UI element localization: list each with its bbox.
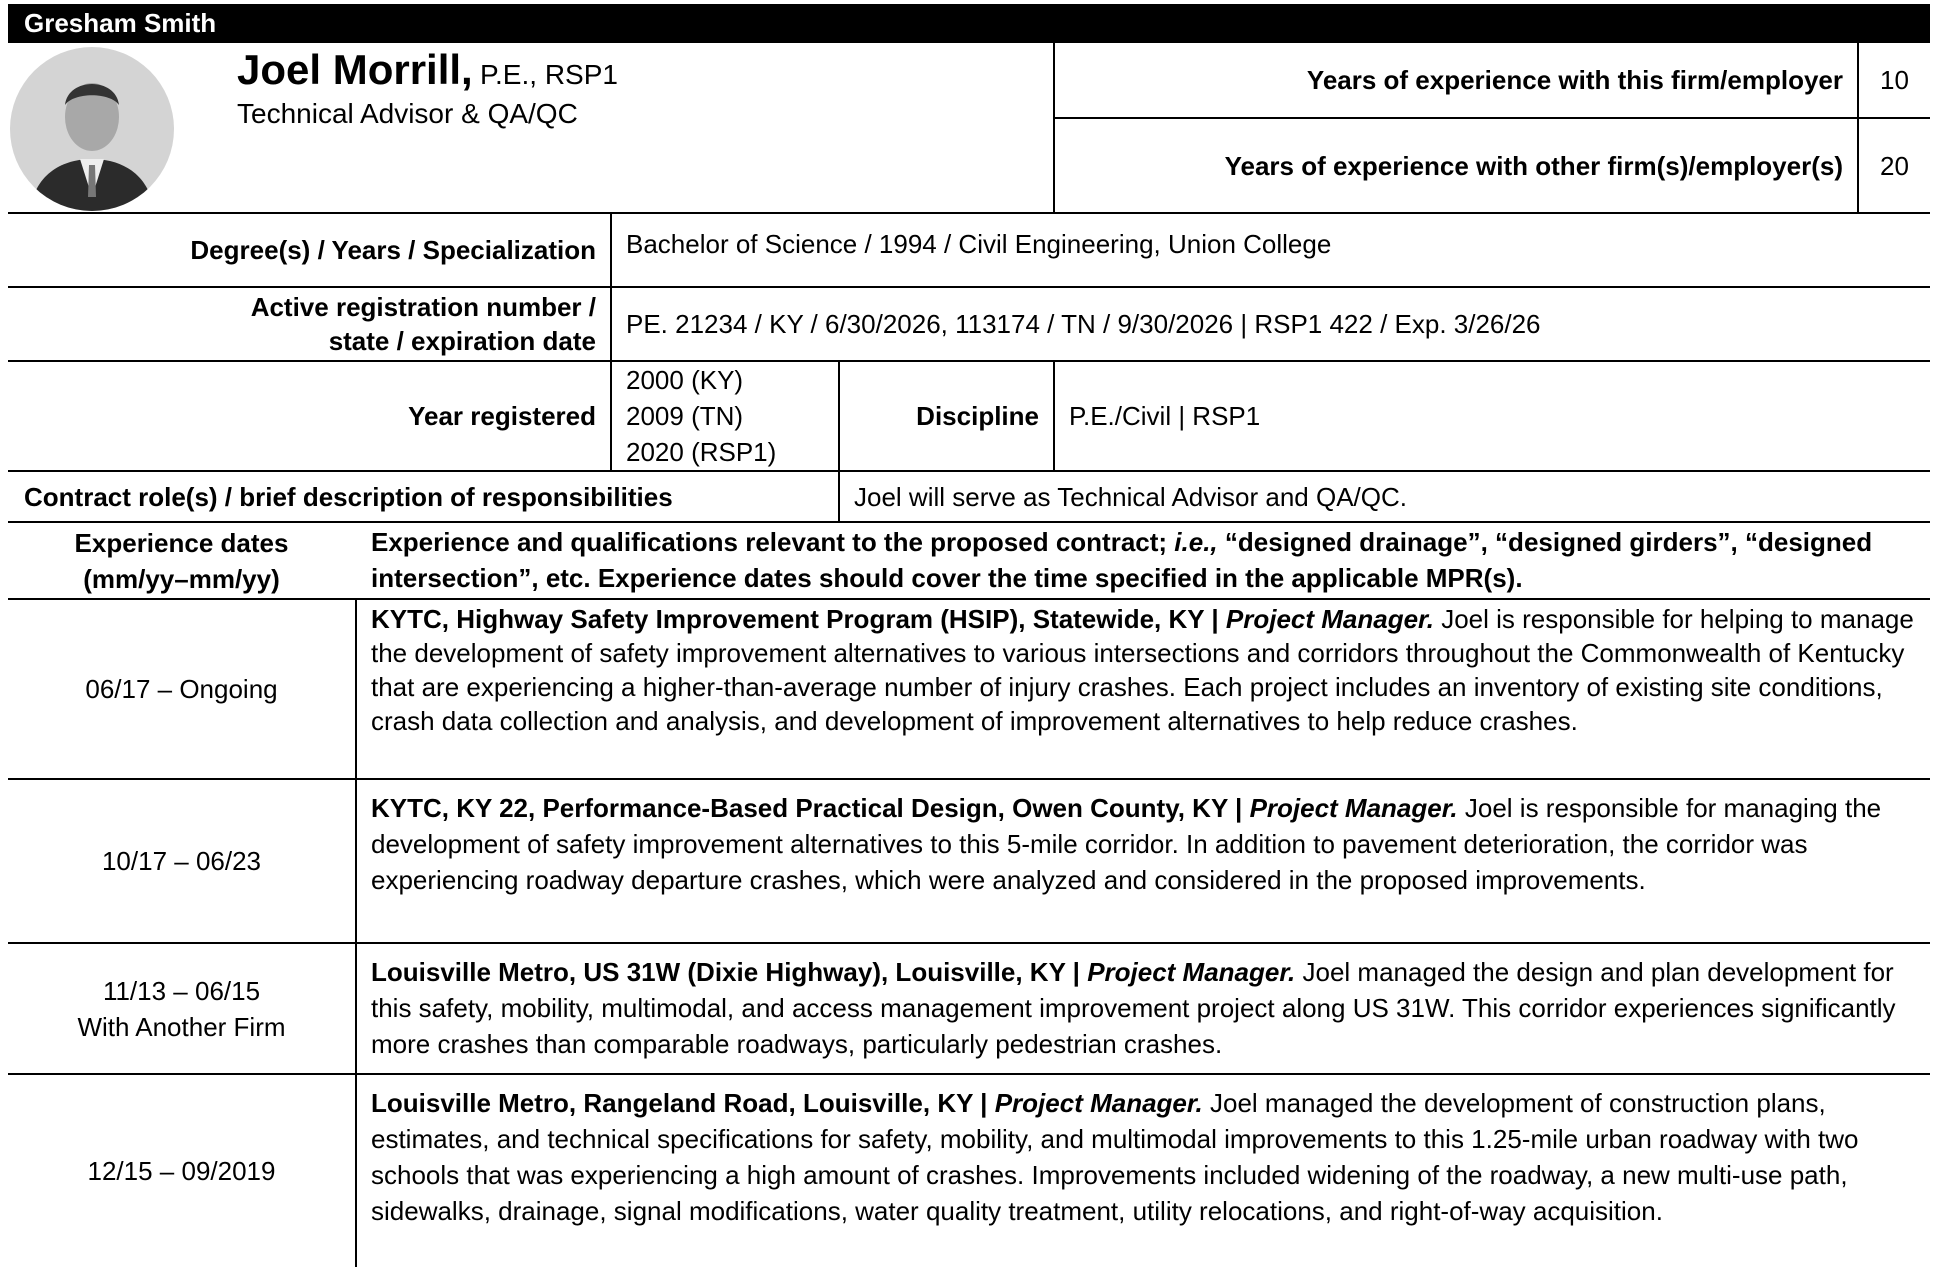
project-title: KYTC, Highway Safety Improvement Program… bbox=[371, 604, 1219, 634]
project-role: Project Manager. bbox=[1087, 957, 1296, 987]
dates-cell: 12/15 – 09/2019 bbox=[8, 1075, 355, 1267]
border bbox=[8, 778, 1930, 780]
year: 2009 (TN) bbox=[626, 401, 744, 431]
year-registered-values: 2000 (KY) 2009 (TN) 2020 (RSP1) bbox=[612, 362, 838, 470]
year: 2020 (RSP1) bbox=[626, 437, 777, 467]
border bbox=[8, 286, 1930, 288]
dates-cell: 11/13 – 06/15 With Another Firm bbox=[8, 944, 355, 1073]
project-role: Project Manager. bbox=[994, 1088, 1203, 1118]
date-line: 11/13 – 06/15 bbox=[102, 975, 261, 1006]
label-line: state / expiration date bbox=[328, 326, 596, 356]
registration-value: PE. 21234 / KY / 6/30/2026, 113174 / TN … bbox=[626, 309, 1541, 339]
years-label: Years of experience with other firm(s)/e… bbox=[1224, 151, 1843, 181]
years-label: Years of experience with this firm/emplo… bbox=[1306, 65, 1843, 95]
border bbox=[8, 521, 1930, 523]
date-line: 06/17 – Ongoing bbox=[85, 674, 278, 704]
project-description: Joel is responsible for helping to manag… bbox=[371, 604, 1914, 736]
description-cell: KYTC, KY 22, Performance-Based Practical… bbox=[357, 784, 1930, 946]
date-line: With Another Firm bbox=[77, 1011, 286, 1042]
header-text: i.e., bbox=[1174, 527, 1218, 557]
photo bbox=[10, 47, 174, 211]
contract-role-value: Joel will serve as Technical Advisor and… bbox=[854, 481, 1407, 512]
date-line: 10/17 – 06/23 bbox=[101, 846, 262, 876]
years-value: 20 bbox=[1880, 151, 1909, 181]
description-cell: KYTC, Highway Safety Improvement Program… bbox=[357, 596, 1930, 774]
border bbox=[8, 470, 1930, 472]
border bbox=[838, 361, 840, 522]
year: 2000 (KY) bbox=[626, 365, 744, 395]
border bbox=[355, 599, 357, 1267]
description-cell: Louisville Metro, Rangeland Road, Louisv… bbox=[357, 1079, 1930, 1271]
date-line: 12/15 – 09/2019 bbox=[87, 1156, 276, 1186]
description-cell: Louisville Metro, US 31W (Dixie Highway)… bbox=[357, 948, 1930, 1077]
project-description: Joel is responsible for managing the dev… bbox=[371, 793, 1882, 895]
project-title: Louisville Metro, Rangeland Road, Louisv… bbox=[371, 1088, 988, 1118]
degree-label: Degree(s) / Years / Specialization bbox=[190, 235, 596, 265]
contract-role-label: Contract role(s) / brief description of … bbox=[24, 481, 673, 512]
discipline-value: P.E./Civil | RSP1 bbox=[1069, 401, 1261, 431]
header-bar: Gresham Smith bbox=[8, 4, 1930, 43]
border bbox=[1053, 361, 1055, 471]
years-value: 10 bbox=[1880, 65, 1909, 95]
credentials: P.E., RSP1 bbox=[479, 59, 618, 90]
year-registered-label: Year registered bbox=[408, 401, 596, 431]
header-text: Experience and qualifications relevant t… bbox=[371, 527, 1168, 557]
border bbox=[8, 212, 1930, 214]
border bbox=[8, 598, 1930, 600]
name-block: Joel Morrill, P.E., RSP1 Technical Advis… bbox=[237, 46, 618, 130]
border bbox=[8, 942, 1930, 944]
person-name: Joel Morrill, bbox=[237, 46, 473, 93]
description-header: Experience and qualifications relevant t… bbox=[357, 520, 1930, 598]
dates-cell: 10/17 – 06/23 bbox=[8, 780, 355, 942]
project-title: KYTC, KY 22, Performance-Based Practical… bbox=[371, 793, 1243, 823]
border bbox=[8, 1073, 1930, 1075]
project-role: Project Manager. bbox=[1249, 793, 1458, 823]
project-description: Joel managed the design and plan develop… bbox=[371, 957, 1896, 1059]
border bbox=[1053, 43, 1055, 213]
project-role: Project Manager. bbox=[1225, 604, 1434, 634]
dates-header: Experience dates (mm/yy–mm/yy) bbox=[8, 523, 355, 598]
border bbox=[8, 360, 1930, 362]
header-text: “designed drainage”, “designed girders”,… bbox=[371, 527, 1873, 593]
border bbox=[1053, 117, 1930, 119]
discipline-label: Discipline bbox=[916, 401, 1039, 431]
dates-cell: 06/17 – Ongoing bbox=[8, 600, 355, 778]
registration-label: Active registration number / state / exp… bbox=[8, 288, 610, 360]
label-line: Active registration number / bbox=[250, 292, 596, 322]
project-title: Louisville Metro, US 31W (Dixie Highway)… bbox=[371, 957, 1080, 987]
person-title: Technical Advisor & QA/QC bbox=[237, 98, 578, 129]
header-line: (mm/yy–mm/yy) bbox=[83, 563, 280, 594]
border bbox=[1857, 43, 1859, 213]
company-name: Gresham Smith bbox=[24, 8, 217, 38]
degree-value: Bachelor of Science / 1994 / Civil Engin… bbox=[626, 229, 1332, 259]
header-line: Experience dates bbox=[74, 527, 289, 558]
border bbox=[610, 213, 612, 471]
project-description: Joel managed the development of construc… bbox=[371, 1088, 1859, 1226]
